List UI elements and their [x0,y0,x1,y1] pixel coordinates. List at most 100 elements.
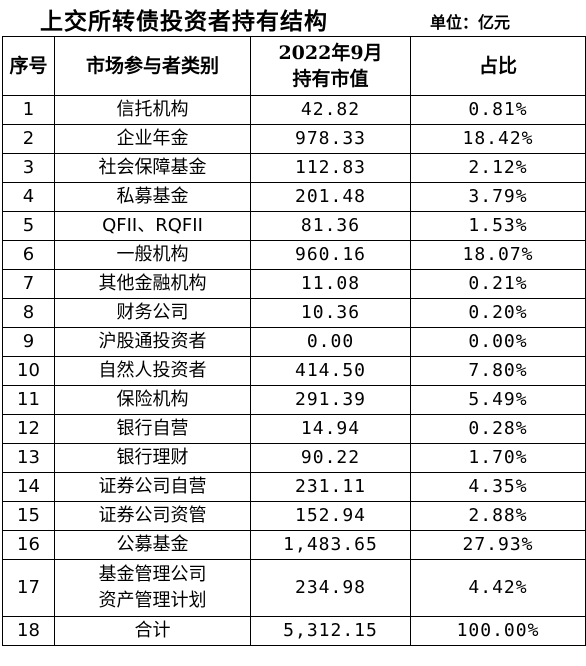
row-index: 2 [2,124,55,154]
row-category: 私募基金 [54,182,251,212]
row-value: 112.83 [250,153,411,183]
row-index: 6 [2,240,55,270]
row-value: 960.16 [250,240,411,270]
row-share: 7.80% [410,356,586,386]
table-row: 1 信托机构 42.82 0.81% [2,95,586,125]
total-row: 18 合计 5,312.15 100.00% [2,616,586,646]
table-title: 上交所转债投资者持有结构 [40,8,328,35]
title-row: 上交所转债投资者持有结构 单位：亿元 [0,0,586,36]
row-index: 17 [2,559,55,617]
row-value: 1,483.65 [250,530,411,560]
row-value: 978.33 [250,124,411,154]
row-value: 11.08 [250,269,411,299]
row-category: 保险机构 [54,385,251,415]
row-category: 财务公司 [54,298,251,328]
row-category: QFII、RQFII [54,211,251,241]
row-value: 291.39 [250,385,411,415]
row-category: 证券公司自营 [54,472,251,502]
table-row: 11 保险机构 291.39 5.49% [2,385,586,415]
row-value: 10.36 [250,298,411,328]
row-share: 1.70% [410,443,586,473]
table-row: 6 一般机构 960.16 18.07% [2,240,586,270]
row-index: 15 [2,501,55,531]
table-row: 4 私募基金 201.48 3.79% [2,182,586,212]
row-category: 其他金融机构 [54,269,251,299]
row-index: 5 [2,211,55,241]
row-value: 152.94 [250,501,411,531]
row-share: 4.35% [410,472,586,502]
row-index: 1 [2,95,55,125]
row-category: 一般机构 [54,240,251,270]
row-category: 银行理财 [54,443,251,473]
row-index: 11 [2,385,55,415]
row-category: 信托机构 [54,95,251,125]
row-index: 4 [2,182,55,212]
row-share: 18.42% [410,124,586,154]
header-category: 市场参与者类别 [54,36,251,96]
row-share: 2.88% [410,501,586,531]
row-category-line2: 资产管理计划 [98,590,207,611]
header-value: 2022年9月 持有市值 [250,36,411,96]
row-category: 自然人投资者 [54,356,251,386]
table-row: 17 基金管理公司 资产管理计划 234.98 4.42% [2,559,586,617]
row-share: 4.42% [410,559,586,617]
row-index: 18 [2,616,55,646]
row-share: 3.79% [410,182,586,212]
row-category: 基金管理公司 资产管理计划 [54,559,251,617]
table-row: 12 银行自营 14.94 0.28% [2,414,586,444]
row-category-line1: 基金管理公司 [98,564,207,585]
table-row: 9 沪股通投资者 0.00 0.00% [2,327,586,357]
row-index: 3 [2,153,55,183]
row-share: 0.21% [410,269,586,299]
header-row: 序号 市场参与者类别 2022年9月 持有市值 占比 [2,36,586,96]
row-index: 8 [2,298,55,328]
row-index: 7 [2,269,55,299]
row-index: 14 [2,472,55,502]
row-share: 100.00% [410,616,586,646]
table-row: 13 银行理财 90.22 1.70% [2,443,586,473]
row-value: 5,312.15 [250,616,411,646]
row-value: 90.22 [250,443,411,473]
row-share: 0.28% [410,414,586,444]
unit-label: 单位：亿元 [430,13,511,32]
row-share: 27.93% [410,530,586,560]
table-row: 7 其他金融机构 11.08 0.21% [2,269,586,299]
row-category: 合计 [54,616,251,646]
holdings-table: 序号 市场参与者类别 2022年9月 持有市值 占比 1 信托机构 42.82 0.8… [2,36,586,646]
table-row: 2 企业年金 978.33 18.42% [2,124,586,154]
table-row: 15 证券公司资管 152.94 2.88% [2,501,586,531]
row-index: 13 [2,443,55,473]
table-row: 8 财务公司 10.36 0.20% [2,298,586,328]
header-index: 序号 [2,36,55,96]
table-row: 3 社会保障基金 112.83 2.12% [2,153,586,183]
row-value: 414.50 [250,356,411,386]
row-share: 18.07% [410,240,586,270]
row-value: 42.82 [250,95,411,125]
row-index: 10 [2,356,55,386]
header-share: 占比 [410,36,586,96]
header-value-line2: 持有市值 [292,68,369,90]
table-row: 16 公募基金 1,483.65 27.93% [2,530,586,560]
row-value: 81.36 [250,211,411,241]
row-share: 0.00% [410,327,586,357]
row-category: 证券公司资管 [54,501,251,531]
row-share: 5.49% [410,385,586,415]
row-share: 2.12% [410,153,586,183]
row-category: 银行自营 [54,414,251,444]
row-category: 公募基金 [54,530,251,560]
row-category: 沪股通投资者 [54,327,251,357]
table-row: 14 证券公司自营 231.11 4.35% [2,472,586,502]
row-share: 0.20% [410,298,586,328]
row-value: 0.00 [250,327,411,357]
table-row: 10 自然人投资者 414.50 7.80% [2,356,586,386]
row-value: 201.48 [250,182,411,212]
row-share: 0.81% [410,95,586,125]
row-value: 234.98 [250,559,411,617]
row-value: 14.94 [250,414,411,444]
row-index: 12 [2,414,55,444]
row-value: 231.11 [250,472,411,502]
header-value-line1: 2022年9月 [278,42,383,64]
row-index: 9 [2,327,55,357]
row-share: 1.53% [410,211,586,241]
row-category: 社会保障基金 [54,153,251,183]
